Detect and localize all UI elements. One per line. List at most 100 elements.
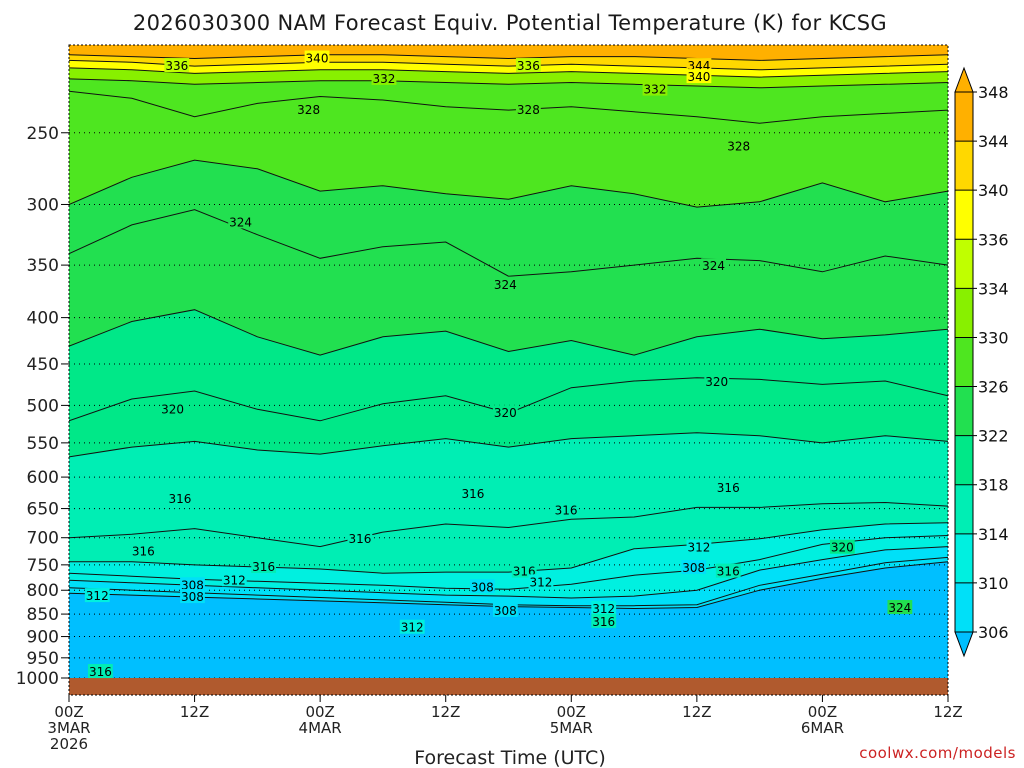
contour-label-bg xyxy=(528,574,554,589)
contour-label: 316 xyxy=(130,543,156,559)
y-tick-label: 500 xyxy=(27,396,59,416)
y-tick-label: 450 xyxy=(27,355,59,375)
colorbar-tick-label: 314 xyxy=(978,525,1009,544)
contour-label-bg xyxy=(553,502,579,517)
contour-label: 316 xyxy=(87,664,113,679)
contour-label: 328 xyxy=(296,102,322,117)
contour-label: 316 xyxy=(715,563,741,579)
contour-label-bg xyxy=(180,589,205,604)
contour-label-text: 316 xyxy=(348,532,371,546)
contour-label: 316 xyxy=(715,480,741,495)
colorbar-tick-label: 322 xyxy=(978,427,1009,446)
y-tick-label: 800 xyxy=(27,581,59,601)
contour-label-bg xyxy=(164,58,190,73)
y-tick-label: 600 xyxy=(27,468,59,488)
colorbar-tick-label: 306 xyxy=(978,623,1009,642)
colorbar-tick-label: 318 xyxy=(978,476,1009,495)
contour-label: 340 xyxy=(304,50,330,66)
contour-label: 332 xyxy=(371,70,397,86)
contour-label-bg xyxy=(726,138,752,153)
y-tick-label: 550 xyxy=(27,434,59,454)
colorbar-tick-label: 340 xyxy=(978,181,1009,200)
contour-label: 308 xyxy=(180,589,205,604)
contour-label-text: 316 xyxy=(132,545,155,559)
contour-label-text: 332 xyxy=(373,72,396,86)
colorbar-tick-label: 334 xyxy=(978,279,1009,298)
contour-label-bg xyxy=(642,81,668,96)
contour-label: 328 xyxy=(515,102,541,117)
contour-label-bg xyxy=(469,579,495,594)
contour-label: 324 xyxy=(492,276,518,292)
contour-label-text: 312 xyxy=(687,541,710,555)
contour-label-bg xyxy=(251,558,277,573)
contour-label-text: 316 xyxy=(717,481,740,495)
contour-318 xyxy=(69,432,948,458)
contour-label-bg xyxy=(591,613,617,628)
contour-label-text: 320 xyxy=(705,375,728,389)
contour-label: 312 xyxy=(686,539,712,555)
contour-label-text: 308 xyxy=(682,561,705,575)
contour-label-text: 340 xyxy=(687,70,710,84)
colorbar-top-arrow xyxy=(954,66,974,93)
contour-label-bg xyxy=(686,69,712,84)
contour-label-text: 312 xyxy=(401,621,424,635)
contour-label-text: 320 xyxy=(161,402,184,416)
colorbar-segment xyxy=(955,190,973,240)
contour-label-text: 312 xyxy=(592,602,615,616)
band-below-306 xyxy=(69,561,948,678)
contour-316 xyxy=(69,501,948,548)
colorbar-tick-label: 330 xyxy=(978,328,1009,347)
contour-340 xyxy=(69,59,948,71)
contour-label-bg xyxy=(681,559,707,574)
contour-324 xyxy=(69,209,948,277)
contour-label-bg xyxy=(296,102,322,117)
x-tick-label: 6MAR xyxy=(801,719,844,737)
x-tick-label: 00Z xyxy=(54,703,83,721)
contour-label: 316 xyxy=(167,490,193,506)
contour-label-text: 332 xyxy=(644,83,667,97)
contour-label-bg xyxy=(180,577,205,592)
contour-322 xyxy=(69,309,948,356)
contour-label-bg xyxy=(87,664,113,679)
contour-label-text: 316 xyxy=(592,615,615,629)
contour-label-bg xyxy=(701,258,726,273)
x-tick-label: 2026 xyxy=(50,735,88,753)
contour-label-bg xyxy=(399,619,425,634)
y-tick-label: 300 xyxy=(27,195,59,215)
colorbar-segment xyxy=(955,239,973,289)
contour-label-text: 324 xyxy=(229,215,252,229)
colorbar-segment xyxy=(955,337,973,387)
contour-label-bg xyxy=(715,563,741,578)
plot-frame xyxy=(68,44,949,696)
contour-label-text: 308 xyxy=(471,580,494,594)
contour-310 xyxy=(69,546,948,599)
contour-344 xyxy=(69,54,948,61)
contour-label-text: 320 xyxy=(494,406,517,420)
chart-title: 2026030300 NAM Forecast Equiv. Potential… xyxy=(133,11,887,35)
colorbar-bottom-arrow xyxy=(954,631,974,658)
ground-surface-band xyxy=(69,678,948,695)
y-tick-label: 850 xyxy=(27,605,59,625)
y-tick-label: 350 xyxy=(27,256,59,276)
y-tick-label: 250 xyxy=(27,124,59,144)
contour-label-bg xyxy=(221,572,247,587)
contour-label: 336 xyxy=(515,58,541,73)
contour-label: 332 xyxy=(642,81,668,97)
contour-label-text: 316 xyxy=(252,560,275,574)
colorbar-tick-label: 326 xyxy=(978,378,1009,397)
contour-label-bg xyxy=(715,480,741,495)
y-tick-label: 400 xyxy=(27,309,59,329)
x-tick-label: 00Z xyxy=(557,703,586,721)
contour-label-bg xyxy=(492,276,518,291)
contour-label: 316 xyxy=(251,558,277,574)
contour-328 xyxy=(69,90,948,124)
contour-label-bg xyxy=(347,530,373,545)
contour-label-bg xyxy=(686,539,712,554)
contour-label-text: 316 xyxy=(717,565,740,579)
contour-label-bg xyxy=(704,373,730,388)
contour-label: 308 xyxy=(681,559,707,575)
y-tick-label: 950 xyxy=(27,649,59,669)
y-tick-label: 1000 xyxy=(16,669,59,689)
